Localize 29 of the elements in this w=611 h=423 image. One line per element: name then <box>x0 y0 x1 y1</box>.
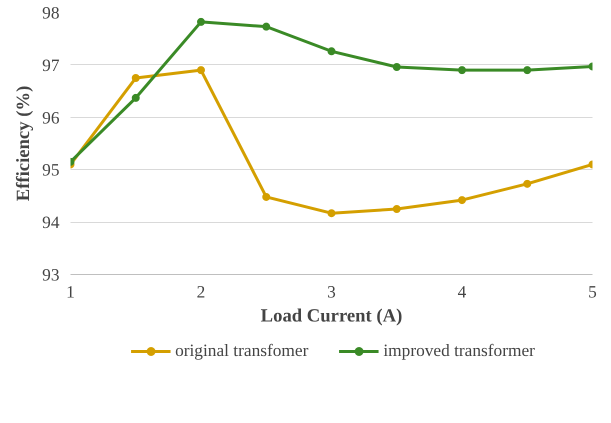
point <box>458 196 466 204</box>
point <box>328 209 336 218</box>
y-tick-label: 97 <box>42 56 60 75</box>
y-tick-label: 96 <box>42 108 60 128</box>
y-tick-label: 98 <box>42 4 60 22</box>
x-tick-label: 2 <box>196 282 206 302</box>
point <box>197 18 205 26</box>
y-tick-label: 93 <box>42 266 60 284</box>
point <box>132 94 140 102</box>
legend-label: original transfomer <box>175 341 308 361</box>
point <box>132 74 140 82</box>
x-tick-label: 4 <box>458 282 467 302</box>
x-axis-title: Load Current (A) <box>260 306 402 326</box>
x-tick-label: 1 <box>66 282 75 302</box>
point <box>523 180 532 188</box>
point <box>392 63 401 71</box>
legend-label: improved transformer <box>383 341 535 361</box>
point <box>458 66 466 74</box>
point <box>392 205 401 213</box>
point <box>328 47 336 56</box>
y-tick-label: 94 <box>42 213 60 232</box>
point <box>262 22 270 31</box>
point <box>197 66 205 74</box>
y-tick-label: 95 <box>42 160 60 180</box>
y-axis-title: Efficiency (%) <box>13 86 34 202</box>
point <box>262 192 270 201</box>
x-tick-label: 3 <box>327 282 336 302</box>
x-tick-label: 5 <box>588 282 597 302</box>
point <box>523 66 532 74</box>
